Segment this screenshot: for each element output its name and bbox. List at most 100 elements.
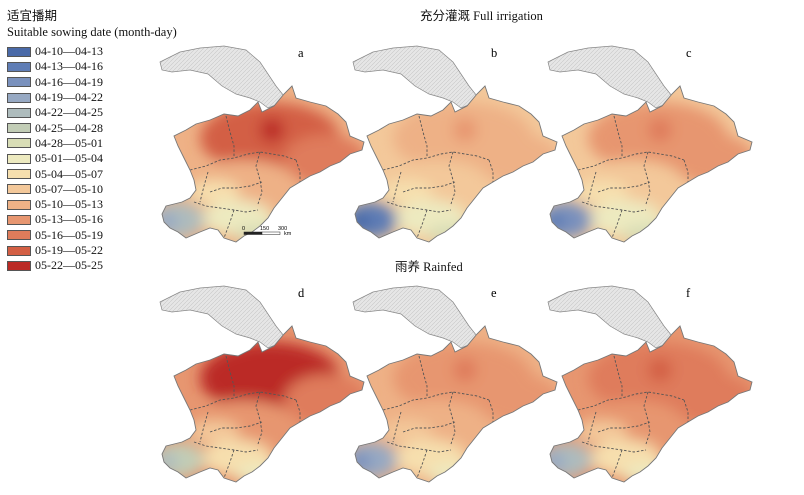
province-boundary: [418, 355, 428, 398]
province-boundary: [392, 171, 402, 203]
map-panel-d: d: [159, 285, 365, 483]
province-boundary: [643, 391, 651, 445]
masked-region: [547, 285, 673, 349]
province-boundary: [402, 181, 456, 193]
region-outline: [549, 325, 753, 483]
province-boundary: [683, 399, 689, 422]
legend-swatch: [7, 61, 31, 72]
province-boundary: [386, 441, 452, 453]
map-panel-e: e: [352, 285, 558, 483]
province-boundary: [199, 411, 209, 443]
legend-label: 05-10—05-13: [35, 197, 103, 212]
map-panel-f: f: [547, 285, 753, 483]
legend-title-cn: 适宜播期: [7, 9, 58, 23]
section-title-full-irrigation: 充分灌溉 Full irrigation: [420, 9, 543, 23]
province-boundary: [225, 355, 235, 398]
province-boundary: [581, 201, 647, 213]
map-letter-d: d: [298, 286, 305, 300]
province-boundary: [643, 151, 651, 205]
province-boundary: [295, 399, 301, 422]
legend-label: 05-01—05-04: [35, 151, 103, 166]
region-outline: [354, 325, 558, 483]
province-boundary: [199, 171, 209, 203]
map-letter-b: b: [491, 46, 497, 60]
masked-region: [159, 45, 285, 109]
legend-swatch: [7, 46, 31, 57]
scale-unit: km: [284, 231, 292, 237]
masked-region: [159, 285, 285, 349]
province-boundary: [382, 391, 490, 411]
legend-label: 04-16—04-19: [35, 74, 103, 89]
legend-swatch: [7, 138, 31, 149]
region-outline: [161, 85, 365, 243]
province-boundary: [597, 181, 651, 193]
province-boundary: [189, 151, 297, 171]
legend-swatch: [7, 199, 31, 210]
province-boundary: [577, 151, 685, 171]
legend-swatch: [7, 230, 31, 241]
province-boundary: [209, 421, 263, 433]
sowing-date-field: [355, 326, 557, 482]
legend-label: 04-28—05-01: [35, 135, 103, 150]
legend-swatch: [7, 245, 31, 256]
province-boundary: [255, 151, 263, 205]
legend-label: 05-19—05-22: [35, 243, 103, 257]
legend: 适宜播期 Suitable sowing date (month-day) 04…: [7, 8, 177, 273]
province-boundary: [392, 411, 402, 443]
scale-tick: 0: [242, 226, 245, 232]
legend-item: 05-16—05-19: [7, 228, 177, 243]
map-letter-c: c: [686, 46, 692, 60]
legend-item: 05-07—05-10: [7, 182, 177, 197]
legend-swatch: [7, 260, 31, 271]
map-panel-b: b: [352, 45, 558, 243]
legend-item: 04-28—05-01: [7, 136, 177, 151]
legend-item: 05-22—05-25: [7, 258, 177, 273]
legend-label: 04-25—04-28: [35, 120, 103, 135]
map-panel-c: c: [547, 45, 753, 243]
region-outline: [161, 325, 365, 483]
legend-item: 04-19—04-22: [7, 90, 177, 105]
province-boundary: [577, 391, 685, 411]
scale-tick: 300: [278, 226, 287, 232]
legend-items: 04-10—04-13 04-13—04-16 04-16—04-19 04-19—0…: [7, 44, 177, 273]
legend-swatch: [7, 123, 31, 134]
legend-label: 05-13—05-16: [35, 212, 103, 227]
province-boundary: [193, 441, 259, 453]
province-boundary: [613, 355, 623, 398]
legend-item: 04-16—04-19: [7, 75, 177, 90]
map-letter-e: e: [491, 286, 497, 300]
region-outline: [549, 85, 753, 243]
province-boundary: [402, 421, 456, 433]
province-boundary: [193, 201, 259, 213]
legend-swatch: [7, 77, 31, 88]
legend-label: 05-16—05-19: [35, 227, 103, 242]
province-boundary: [597, 421, 651, 433]
province-boundary: [488, 159, 494, 182]
legend-label: 05-07—05-10: [35, 181, 103, 196]
legend-label: 05-04—05-07: [35, 166, 103, 181]
legend-item: 05-19—05-22: [7, 243, 177, 258]
province-boundary: [189, 391, 297, 411]
masked-region: [352, 45, 478, 109]
province-boundary: [382, 151, 490, 171]
legend-title-en: Suitable sowing date (month-day): [7, 25, 177, 39]
masked-region: [352, 285, 478, 349]
province-boundary: [418, 115, 428, 158]
legend-swatch: [7, 107, 31, 118]
province-boundary: [683, 159, 689, 182]
section-title-rainfed: 雨养 Rainfed: [395, 260, 463, 274]
legend-label: 04-19—04-22: [35, 90, 103, 105]
province-boundary: [613, 115, 623, 158]
province-boundary: [386, 201, 452, 213]
legend-swatch: [7, 214, 31, 225]
legend-swatch: [7, 169, 31, 180]
legend-item: 04-13—04-16: [7, 59, 177, 74]
province-boundary: [225, 115, 235, 158]
legend-swatch: [7, 184, 31, 195]
province-boundary: [448, 151, 456, 205]
map-letter-f: f: [686, 286, 691, 300]
province-boundary: [448, 391, 456, 445]
province-boundary: [488, 399, 494, 422]
province-boundary: [587, 171, 597, 203]
legend-item: 05-10—05-13: [7, 197, 177, 212]
